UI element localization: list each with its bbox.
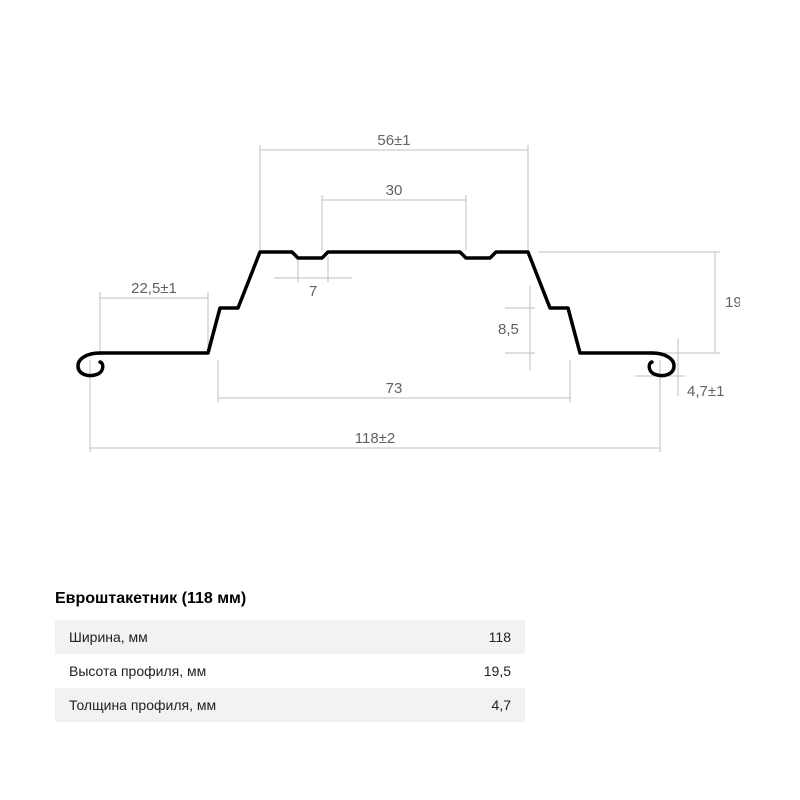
dim-left-flange: 22,5±1 (131, 280, 177, 297)
table-row: Высота профиля, мм 19,5 (55, 654, 525, 688)
dim-notch: 7 (309, 283, 317, 300)
spec-value: 19,5 (412, 654, 525, 688)
dim-step-height: 8,5 (498, 321, 519, 338)
dim-top-narrow: 30 (386, 182, 403, 199)
spec-label: Ширина, мм (55, 620, 412, 654)
table-row: Ширина, мм 118 (55, 620, 525, 654)
spec-section: Евроштакетник (118 мм) Ширина, мм 118 Вы… (55, 590, 525, 722)
spec-label: Высота профиля, мм (55, 654, 412, 688)
spec-title: Евроштакетник (118 мм) (55, 590, 525, 608)
table-row: Толщина профиля, мм 4,7 (55, 688, 525, 722)
dim-top-wide: 56±1 (377, 132, 410, 149)
dim-curl: 4,7±1 (687, 383, 724, 400)
dim-overall-height: 19,5±1 (725, 294, 740, 311)
spec-table: Ширина, мм 118 Высота профиля, мм 19,5 Т… (55, 620, 525, 722)
spec-value: 118 (412, 620, 525, 654)
profile-curl-right (649, 353, 674, 376)
profile-outline (100, 252, 652, 353)
spec-label: Толщина профиля, мм (55, 688, 412, 722)
dim-inner-width: 73 (386, 380, 403, 397)
profile-diagram: 56±1 30 7 22,5±1 73 118±2 19,5±1 8,5 4,7… (60, 100, 740, 480)
spec-value: 4,7 (412, 688, 525, 722)
dim-overall-width: 118±2 (355, 430, 396, 447)
